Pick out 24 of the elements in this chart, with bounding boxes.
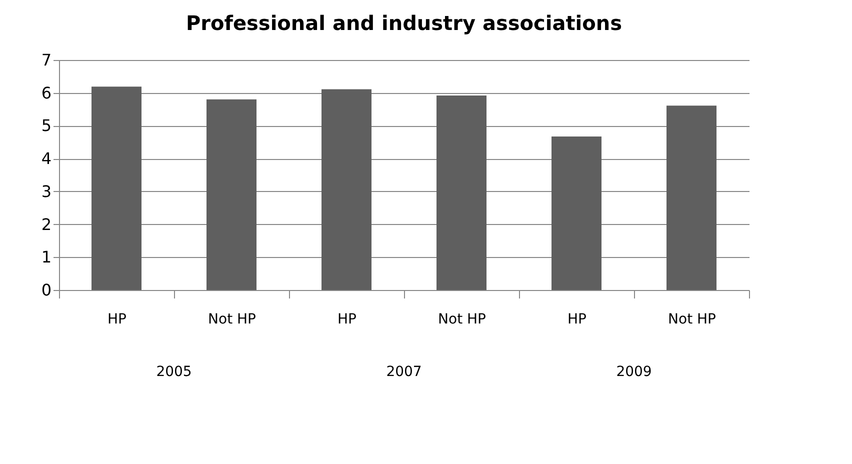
x-tick-label: HP	[338, 312, 356, 328]
text: 2007	[386, 364, 422, 380]
x-tick-label: Not HP	[208, 312, 256, 328]
y-tick-label: 6	[41, 83, 52, 102]
chart-title: Professional and industry associations	[186, 11, 622, 35]
x-tick-label: Not HP	[438, 312, 486, 328]
text: 2009	[616, 364, 652, 380]
bar	[552, 136, 602, 290]
bar	[322, 89, 372, 290]
bar	[666, 106, 716, 290]
y-tick-label: 5	[41, 116, 52, 136]
y-tick-label: 1	[41, 248, 52, 267]
y-tick-label: 0	[41, 280, 52, 300]
y-tick-label: 3	[41, 182, 52, 201]
y-tick-label: 2	[41, 214, 52, 234]
bar	[436, 95, 486, 290]
x-tick-label: HP	[108, 312, 126, 328]
y-tick-label: 4	[41, 149, 52, 168]
bar	[206, 99, 256, 290]
text: 2005	[156, 364, 192, 380]
x-tick-label: Not HP	[668, 312, 716, 328]
y-tick-label: 7	[41, 50, 52, 70]
bar	[92, 86, 142, 290]
x-tick-label: HP	[568, 312, 586, 328]
